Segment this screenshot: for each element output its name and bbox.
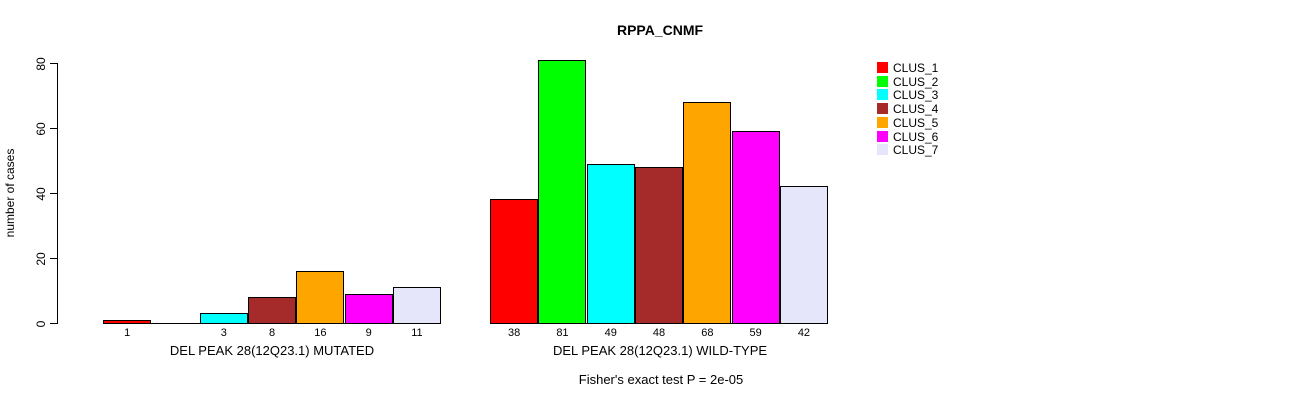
y-axis-tick-label: 80 xyxy=(34,56,48,71)
y-axis-tick xyxy=(50,193,57,194)
y-axis-tick xyxy=(50,128,57,129)
bar-value-label: 38 xyxy=(508,327,521,339)
legend-swatch-clus_2 xyxy=(877,75,888,87)
legend-label: CLUS_6 xyxy=(893,129,939,144)
bar-clus_1 xyxy=(490,199,538,324)
bar-clus_6 xyxy=(732,131,780,324)
bar-clus_3 xyxy=(587,164,635,324)
bar-value-label: 49 xyxy=(604,327,617,339)
y-axis-tick-label: 20 xyxy=(34,251,48,266)
legend-label: CLUS_7 xyxy=(893,143,939,158)
y-axis-tick-label: 40 xyxy=(34,186,48,201)
bar-value-label: 9 xyxy=(365,327,372,339)
bar-value-label: 11 xyxy=(411,327,423,339)
y-axis-label: number of cases xyxy=(3,148,17,238)
bar-value-label: 81 xyxy=(556,327,569,339)
y-axis-tick-label: 60 xyxy=(34,121,48,136)
bar-value-label: 42 xyxy=(797,327,811,339)
legend-label: CLUS_3 xyxy=(893,88,939,103)
legend-swatch-clus_3 xyxy=(877,89,888,101)
legend-label: CLUS_2 xyxy=(893,74,939,89)
legend-label: CLUS_4 xyxy=(893,102,939,117)
bar-value-label: 68 xyxy=(701,327,714,339)
bar-clus_4 xyxy=(635,167,683,324)
x-axis-group-label-wildtype: DEL PEAK 28(12Q23.1) WILD-TYPE xyxy=(552,343,768,358)
legend-label: CLUS_1 xyxy=(893,61,939,75)
x-axis-group-label-mutated: DEL PEAK 28(12Q23.1) MUTATED xyxy=(169,343,375,358)
bar-value-label: 3 xyxy=(220,327,227,339)
bar-clus_5 xyxy=(296,271,344,324)
legend-swatch-clus_4 xyxy=(877,103,888,115)
chart-title: RPPA_CNMF xyxy=(616,22,704,38)
y-axis-tick-label: 0 xyxy=(34,320,48,327)
bar-clus_5 xyxy=(683,102,731,324)
y-axis-tick xyxy=(50,258,57,259)
y-axis-tick xyxy=(50,323,57,324)
legend-swatch-clus_6 xyxy=(877,130,888,142)
legend-swatch-clus_5 xyxy=(877,116,888,128)
bar-clus_6 xyxy=(345,294,393,324)
bar-clus_3 xyxy=(200,313,248,324)
y-axis-tick xyxy=(50,63,57,64)
bar-value-label: 48 xyxy=(652,327,666,339)
bar-value-label: 1 xyxy=(124,327,131,339)
bar-clus_4 xyxy=(248,297,296,324)
legend-label: CLUS_5 xyxy=(893,115,939,130)
bar-clus_7 xyxy=(780,186,828,324)
bar-clus_1 xyxy=(103,320,151,324)
annotation-fishers-test: Fisher's exact test P = 2e-05 xyxy=(578,372,744,387)
bar-clus_7 xyxy=(393,287,441,324)
legend-swatch-clus_1 xyxy=(877,62,888,73)
bar-clus_2 xyxy=(538,60,586,324)
y-axis-line xyxy=(57,63,58,324)
bar-value-label: 59 xyxy=(749,327,762,339)
legend-swatch-clus_7 xyxy=(877,144,888,156)
bar-value-label: 8 xyxy=(268,327,276,339)
bar-value-label: 16 xyxy=(314,327,327,339)
